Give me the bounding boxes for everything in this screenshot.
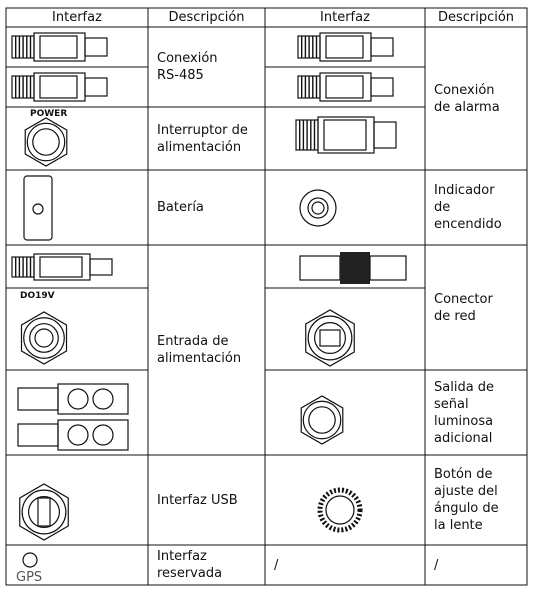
description: Interruptor de alimentación (157, 122, 248, 155)
connector-label (323, 119, 367, 151)
header-cell: Descripción (168, 10, 245, 25)
dial (325, 495, 355, 525)
header-cell: Interfaz (320, 10, 370, 25)
rj45-grip (340, 252, 370, 284)
ring (28, 496, 60, 529)
terminal-block (57, 383, 129, 415)
icon-label: GPS (16, 569, 43, 585)
connector-label (39, 75, 78, 99)
nut (19, 483, 69, 541)
connector-end (370, 77, 394, 97)
terminal-wire (17, 423, 59, 447)
description: Conector de red (434, 291, 493, 324)
connector-label (39, 256, 83, 278)
ring (314, 322, 347, 355)
screw (92, 388, 114, 410)
ring (302, 400, 342, 440)
nut (20, 311, 68, 365)
connector-end (370, 37, 394, 57)
nut (24, 117, 68, 167)
ring (308, 406, 336, 434)
indicator (307, 197, 329, 219)
screw (67, 388, 89, 410)
description: / (434, 557, 439, 573)
description: Entrada de alimentación (157, 334, 242, 366)
description: Conexión de alarma (434, 82, 500, 115)
connector-end (89, 258, 113, 276)
description: / (274, 557, 279, 573)
description: Interfaz reservada (157, 549, 223, 581)
ring (307, 315, 353, 361)
indicator (311, 201, 325, 215)
connector-end (373, 121, 397, 149)
table-border (5, 7, 528, 586)
connector-label (325, 35, 364, 59)
ring (21, 489, 67, 535)
description: Botón de ajuste del ángulo de la lente (434, 467, 499, 533)
screw (67, 424, 89, 446)
terminal-block (57, 419, 129, 451)
ring (26, 122, 66, 162)
terminal-wire (17, 387, 59, 411)
ring (32, 128, 60, 156)
rj45-body (299, 255, 341, 281)
description: Batería (157, 200, 204, 215)
nut (300, 395, 344, 445)
connector-end (84, 37, 108, 57)
screw (92, 424, 114, 446)
description: Interfaz USB (157, 492, 238, 508)
description: Salida de señal luminosa adicional (434, 379, 495, 446)
ring (29, 323, 59, 353)
battery (23, 175, 53, 241)
connector-label (325, 75, 364, 99)
usb-slot (37, 497, 51, 527)
battery-plus (32, 203, 44, 215)
header-cell: Interfaz (52, 10, 102, 25)
header-cell: Descripción (437, 10, 515, 25)
nut (305, 309, 355, 367)
icon-label: DO19V (20, 290, 55, 301)
ring (23, 317, 65, 359)
rj45-plug (369, 255, 407, 281)
indicator (299, 189, 337, 227)
rj45-port (319, 329, 341, 347)
connector-label (39, 35, 78, 59)
icon-label: POWER (30, 108, 68, 119)
gps-cap (22, 552, 38, 568)
dial (317, 487, 363, 533)
description: Indicador de encendido (434, 183, 502, 232)
pin-ring (34, 328, 54, 348)
connector-end (84, 77, 108, 97)
description: Conexión RS-485 (157, 51, 218, 83)
